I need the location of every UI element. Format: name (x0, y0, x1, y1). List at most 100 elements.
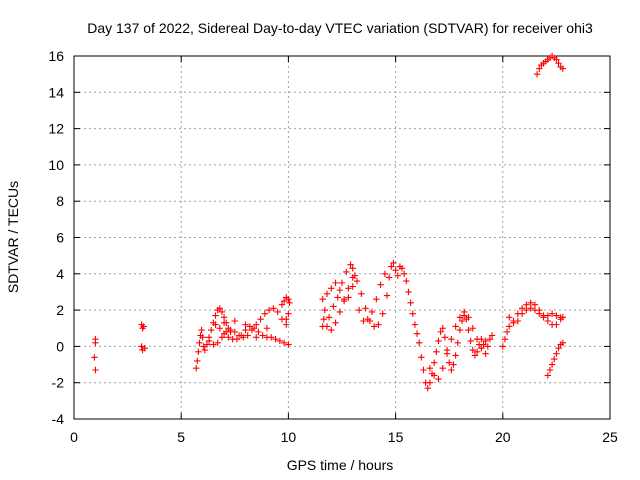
data-point (448, 366, 455, 374)
data-point (437, 328, 444, 336)
data-point (553, 312, 560, 319)
data-point (265, 306, 273, 314)
data-point (424, 384, 431, 392)
data-point (473, 348, 481, 356)
data-point (518, 305, 526, 312)
data-point (195, 348, 202, 356)
data-point (373, 296, 380, 303)
data-point (208, 326, 215, 334)
data-point (200, 343, 207, 350)
data-point (415, 339, 423, 346)
data-point (435, 337, 442, 345)
data-point (334, 294, 341, 301)
x-tick-label: 5 (177, 429, 185, 445)
axis-ticks: 0 5 10 15 20 25 -4 -2 0 2 4 6 8 10 12 14 16 (48, 48, 618, 445)
data-point (336, 308, 344, 316)
data-point (225, 334, 232, 341)
data-point (345, 294, 352, 301)
data-point (469, 325, 476, 332)
data-point (340, 296, 348, 303)
data-point (452, 323, 459, 330)
data-point (238, 332, 245, 339)
y-axis-label: SDTVAR / TECUs (5, 181, 21, 293)
data-point (323, 290, 331, 297)
data-point (548, 310, 556, 317)
x-tick-label: 20 (495, 429, 511, 445)
data-point (398, 265, 406, 272)
data-point (551, 355, 558, 363)
data-point (272, 335, 279, 343)
data-point (405, 288, 412, 296)
data-point (523, 301, 530, 308)
data-point (461, 308, 468, 316)
data-point (510, 319, 517, 327)
data-point (323, 323, 331, 330)
y-tick-label: 14 (48, 84, 64, 100)
data-point (448, 335, 455, 343)
data-point (467, 337, 474, 345)
data-point (320, 315, 327, 323)
data-point (332, 319, 339, 327)
data-point (506, 323, 513, 330)
data-point (368, 308, 376, 316)
data-point (259, 332, 266, 339)
data-point (263, 325, 271, 332)
data-point (196, 339, 203, 346)
data-point (220, 330, 228, 337)
y-tick-label: 8 (56, 193, 64, 209)
data-point (388, 263, 395, 270)
data-point (394, 272, 401, 279)
data-point (559, 314, 567, 321)
data-point (364, 315, 371, 323)
data-point (400, 270, 408, 277)
data-point (261, 310, 269, 317)
data-point (362, 305, 369, 312)
x-tick-label: 25 (602, 429, 618, 445)
data-point (268, 334, 275, 341)
data-point (328, 285, 335, 292)
data-point (514, 317, 522, 325)
data-point (214, 339, 221, 346)
data-point (506, 314, 513, 321)
data-point (91, 354, 98, 361)
data-point (420, 366, 427, 374)
data-point (278, 301, 286, 308)
data-point (536, 310, 543, 317)
data-point (231, 317, 238, 325)
data-point (473, 335, 481, 343)
data-point (540, 314, 547, 321)
data-point (250, 325, 258, 332)
data-point (201, 346, 208, 354)
data-point (343, 268, 350, 276)
data-point (349, 265, 356, 272)
data-markers (91, 52, 567, 392)
data-point (533, 70, 541, 78)
data-point (379, 310, 386, 317)
data-point (435, 375, 442, 383)
data-point (439, 364, 446, 372)
data-point (205, 337, 213, 345)
data-point (255, 328, 262, 336)
x-axis-label: GPS time / hours (287, 457, 394, 473)
data-point (452, 352, 459, 359)
data-point (456, 326, 464, 334)
y-tick-label: 6 (56, 230, 64, 246)
y-tick-label: -4 (52, 411, 65, 427)
data-point (411, 321, 419, 328)
data-point (392, 266, 399, 274)
y-tick-label: 12 (48, 121, 64, 137)
data-point (518, 310, 526, 317)
data-point (383, 292, 391, 299)
data-point (220, 319, 228, 327)
data-point (482, 337, 489, 345)
data-point (141, 345, 148, 352)
data-point (548, 361, 556, 368)
data-point (446, 359, 453, 366)
data-point (488, 332, 496, 339)
data-point (285, 310, 292, 317)
data-point (546, 366, 554, 374)
data-point (347, 261, 354, 268)
data-point (555, 345, 562, 352)
data-point (469, 346, 476, 354)
y-tick-label: 16 (48, 48, 64, 64)
